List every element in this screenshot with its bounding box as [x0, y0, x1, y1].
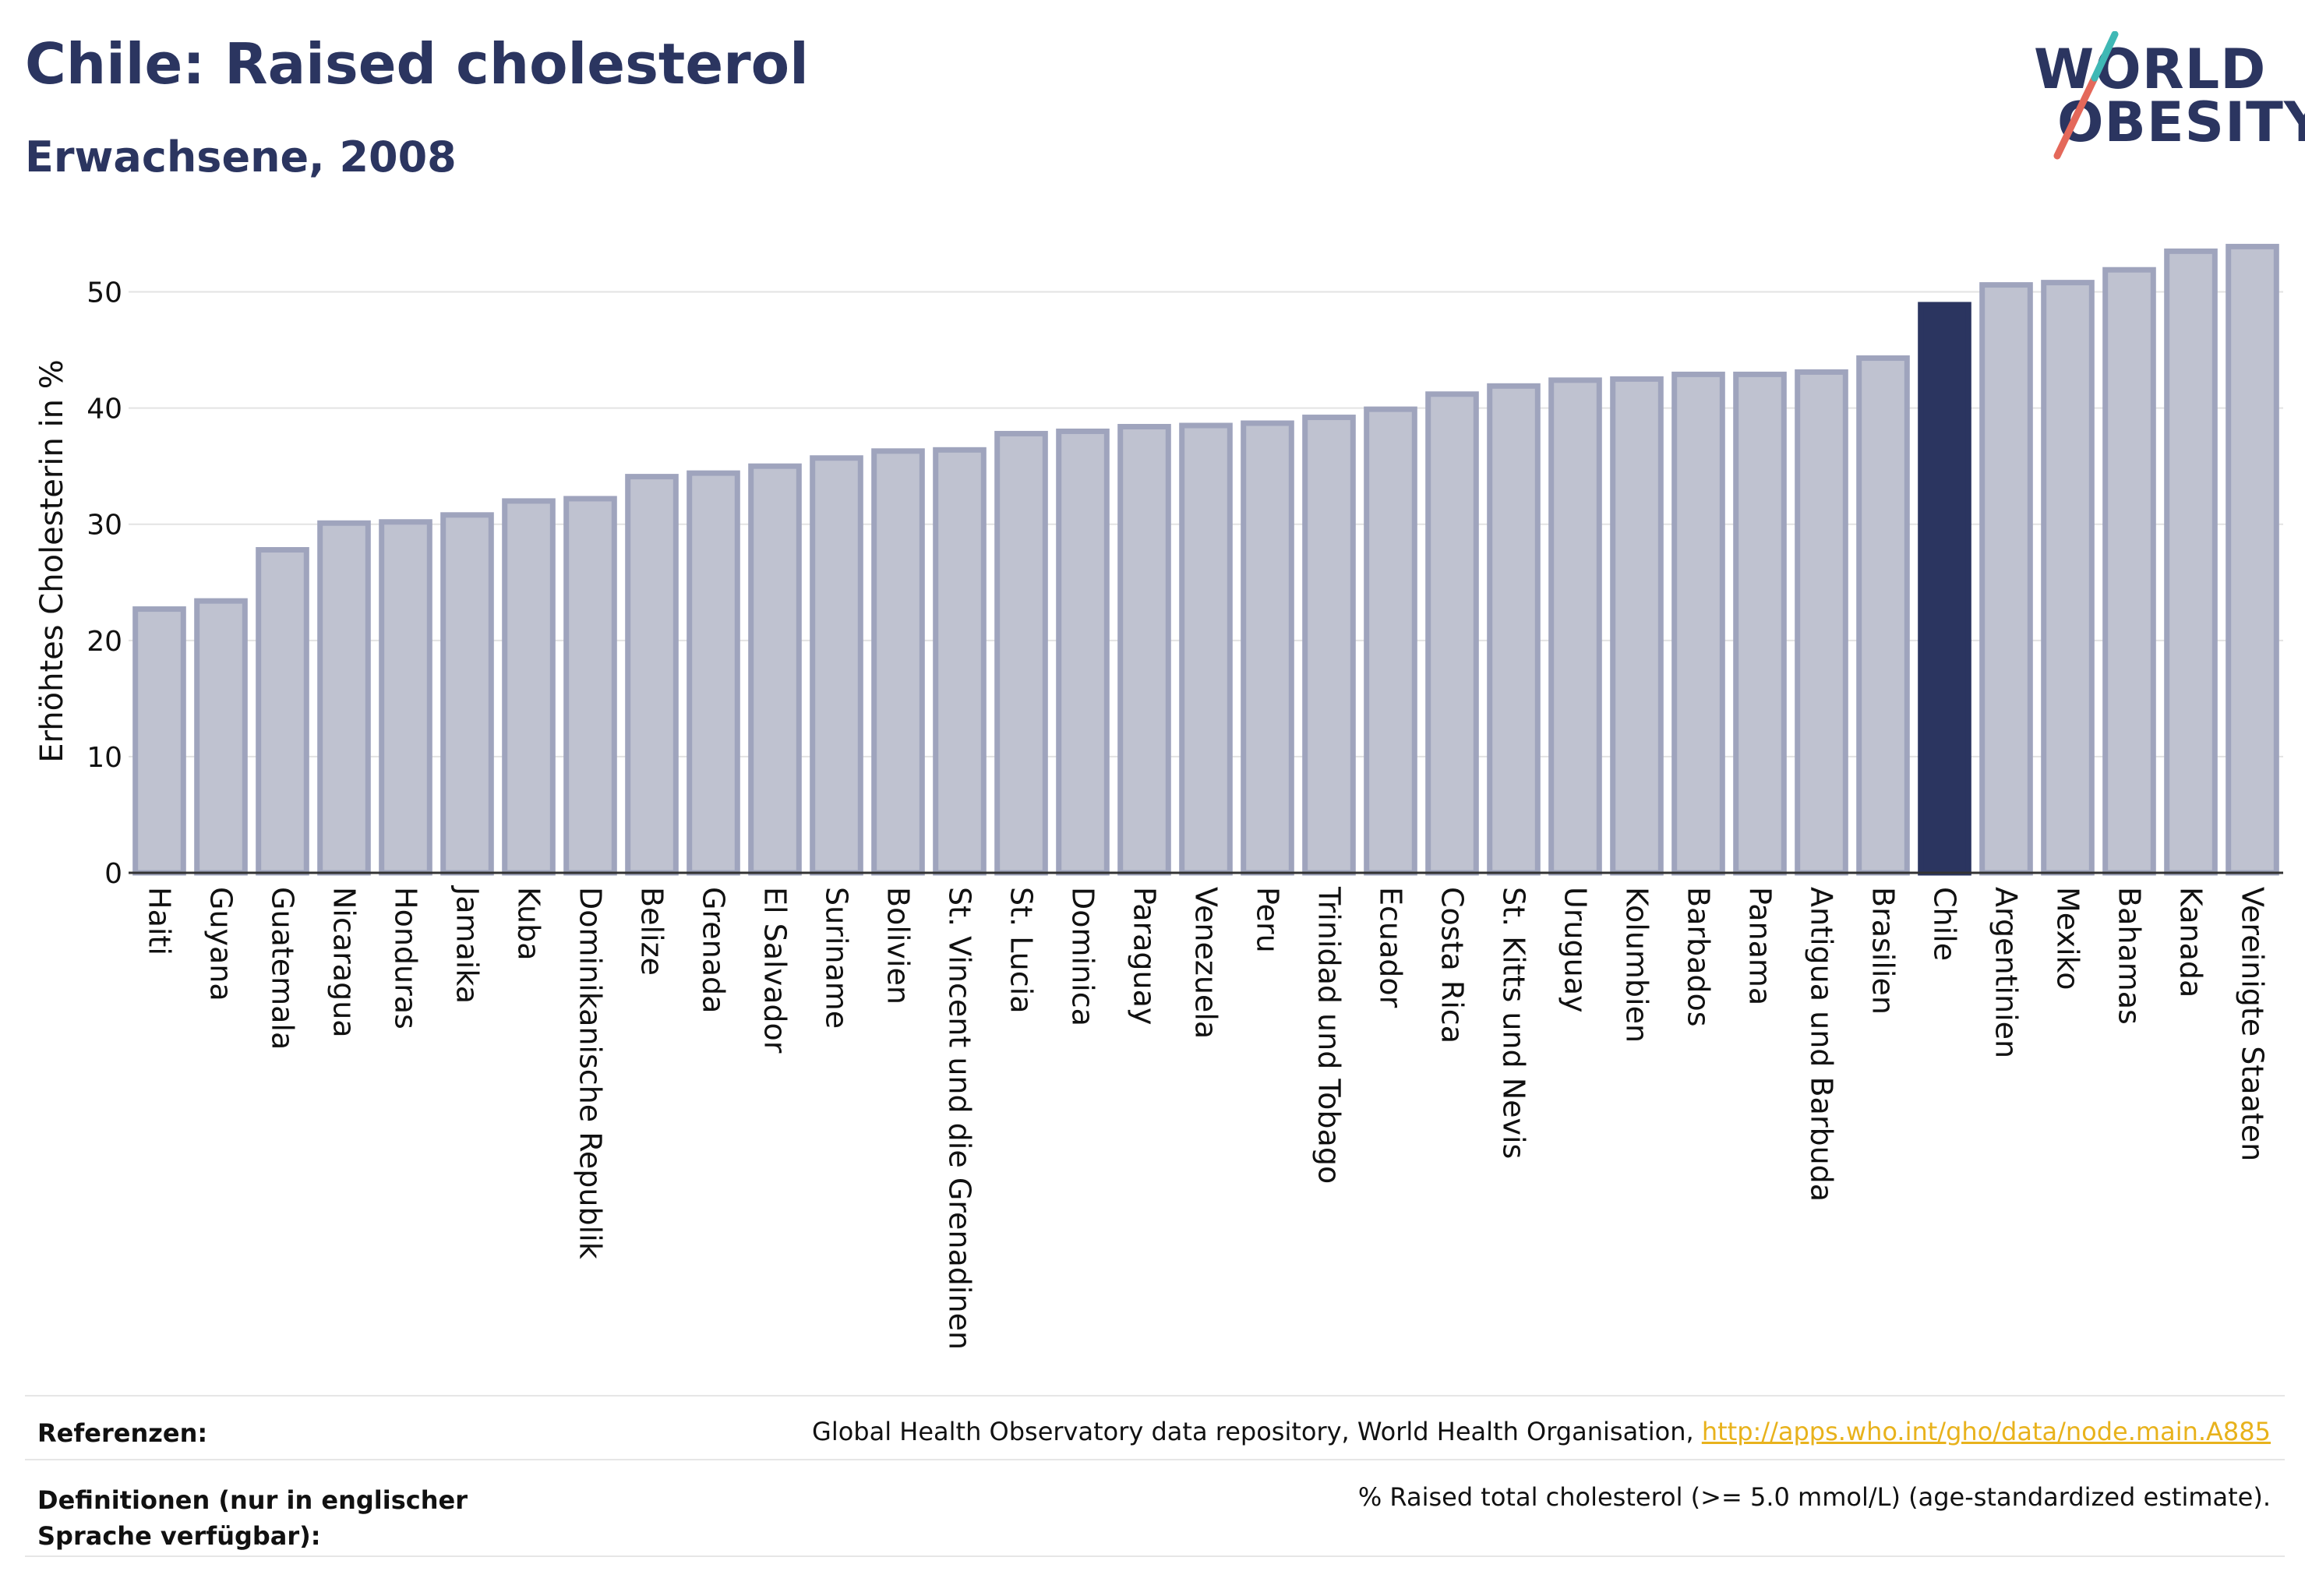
- bar: [1302, 415, 1356, 876]
- bar: [1979, 282, 2033, 876]
- bar: [1117, 423, 1171, 876]
- bar: [687, 470, 740, 876]
- x-tick-label: Bolivien: [881, 887, 916, 1005]
- bar: [194, 598, 248, 876]
- x-tick-label: Jamaika: [450, 885, 485, 1004]
- x-tick-label: Haiti: [143, 887, 177, 955]
- x-tick-label: Trinidad und Tobago: [1312, 886, 1347, 1184]
- x-tick-label: El Salvador: [758, 887, 792, 1054]
- x-tick-label: Barbados: [1682, 887, 1716, 1027]
- bar: [1487, 383, 1541, 876]
- page-subtitle: Erwachsene, 2008: [25, 132, 457, 182]
- y-tick-label: 40: [86, 394, 122, 425]
- bar: [1056, 428, 1110, 876]
- bar: [994, 430, 1048, 876]
- bar: [1179, 422, 1233, 876]
- bar-highlighted: [1918, 302, 1971, 876]
- y-tick-label: 50: [86, 277, 122, 309]
- references-source: Global Health Observatory data repositor…: [812, 1417, 1702, 1446]
- logo-line-2: OBESITY: [2057, 90, 2305, 154]
- bar: [625, 474, 679, 876]
- x-tick-label: Honduras: [389, 887, 423, 1029]
- definitions-text: % Raised total cholesterol (>= 5.0 mmol/…: [1357, 1482, 2271, 1512]
- bar: [502, 498, 556, 876]
- bar: [748, 463, 802, 876]
- x-tick-label: St. Kitts und Nevis: [1497, 887, 1531, 1159]
- bar: [563, 496, 617, 876]
- bar: [440, 512, 494, 876]
- bar: [317, 520, 371, 876]
- bar: [1548, 377, 1602, 876]
- x-tick-label: Kolumbien: [1620, 887, 1654, 1043]
- bar: [1364, 406, 1417, 876]
- x-tick-label: Dominica: [1066, 887, 1100, 1026]
- footer-divider-top: [25, 1395, 2285, 1396]
- x-tick-label: Kuba: [512, 887, 546, 961]
- x-tick-label: Venezuela: [1189, 887, 1223, 1039]
- x-tick-label: Suriname: [820, 887, 854, 1029]
- references-label: Referenzen:: [37, 1418, 208, 1448]
- x-tick-label: Uruguay: [1558, 887, 1593, 1013]
- x-tick-label: Costa Rica: [1435, 887, 1470, 1043]
- logo-slash-icon: [2053, 31, 2119, 160]
- y-tick-label: 20: [86, 626, 122, 658]
- bar: [1610, 376, 1664, 876]
- y-tick-label: 30: [86, 510, 122, 542]
- bar: [2041, 280, 2095, 876]
- bar: [1795, 369, 1848, 876]
- bar: [933, 447, 987, 876]
- x-tick-label: Vereinigte Staaten: [2236, 887, 2270, 1161]
- x-tick-label: Paraguay: [1128, 887, 1162, 1025]
- y-tick-label: 0: [104, 858, 122, 890]
- x-tick-label: Bahamas: [2113, 887, 2147, 1025]
- references-link[interactable]: http://apps.who.int/gho/data/node.main.A…: [1701, 1417, 2271, 1446]
- bar: [2226, 243, 2279, 876]
- x-tick-label: Grenada: [697, 887, 731, 1013]
- y-tick-label: 10: [86, 742, 122, 774]
- x-tick-label: Kanada: [2174, 887, 2208, 998]
- x-tick-label: Dominikanische Republik: [574, 887, 608, 1259]
- bar: [1671, 371, 1725, 876]
- bar: [1856, 355, 1910, 876]
- bar: [2102, 267, 2156, 876]
- bar: [871, 448, 925, 876]
- bar: [2164, 248, 2218, 876]
- x-tick-label: Guatemala: [266, 887, 300, 1050]
- x-tick-label: Mexiko: [2051, 887, 2085, 990]
- bar: [810, 455, 863, 876]
- x-tick-label: Nicaragua: [327, 887, 362, 1038]
- x-tick-label: Ecuador: [1374, 887, 1408, 1008]
- x-tick-label: Panama: [1743, 887, 1777, 1005]
- bar: [256, 547, 309, 876]
- x-tick-label: Peru: [1251, 887, 1285, 953]
- logo-line-1: WORLD: [2034, 37, 2267, 101]
- x-tick-label: Belize: [635, 887, 669, 976]
- x-tick-label: Brasilien: [1866, 887, 1901, 1015]
- page-title: Chile: Raised cholesterol: [25, 31, 809, 97]
- x-tick-label: Guyana: [204, 887, 238, 1001]
- y-axis-label: Erhöhtes Cholesterin in %: [34, 359, 70, 762]
- footer-divider-middle: [25, 1459, 2285, 1460]
- footer-divider-bottom: [25, 1555, 2285, 1557]
- x-tick-label: St. Vincent und die Grenadinen: [943, 887, 977, 1350]
- x-tick-label: Chile: [1928, 887, 1962, 961]
- bar: [1733, 371, 1787, 876]
- bar: [132, 606, 186, 876]
- world-obesity-logo[interactable]: WORLD OBESITY: [2034, 31, 2305, 164]
- bar: [1241, 420, 1294, 876]
- definitions-label: Definitionen (nur in englischer Sprache …: [37, 1485, 468, 1551]
- references-text: Global Health Observatory data repositor…: [812, 1417, 2271, 1446]
- bar: [1425, 391, 1479, 876]
- x-tick-label: Antigua und Barbuda: [1805, 887, 1839, 1202]
- bar: [379, 519, 432, 876]
- x-tick-label: Argentinien: [1989, 887, 2024, 1058]
- bar-chart: 0 10 20 30 40 50 Erhöhtes Cholesterin in % Hait…: [34, 243, 2283, 1350]
- x-tick-label: St. Lucia: [1004, 887, 1039, 1014]
